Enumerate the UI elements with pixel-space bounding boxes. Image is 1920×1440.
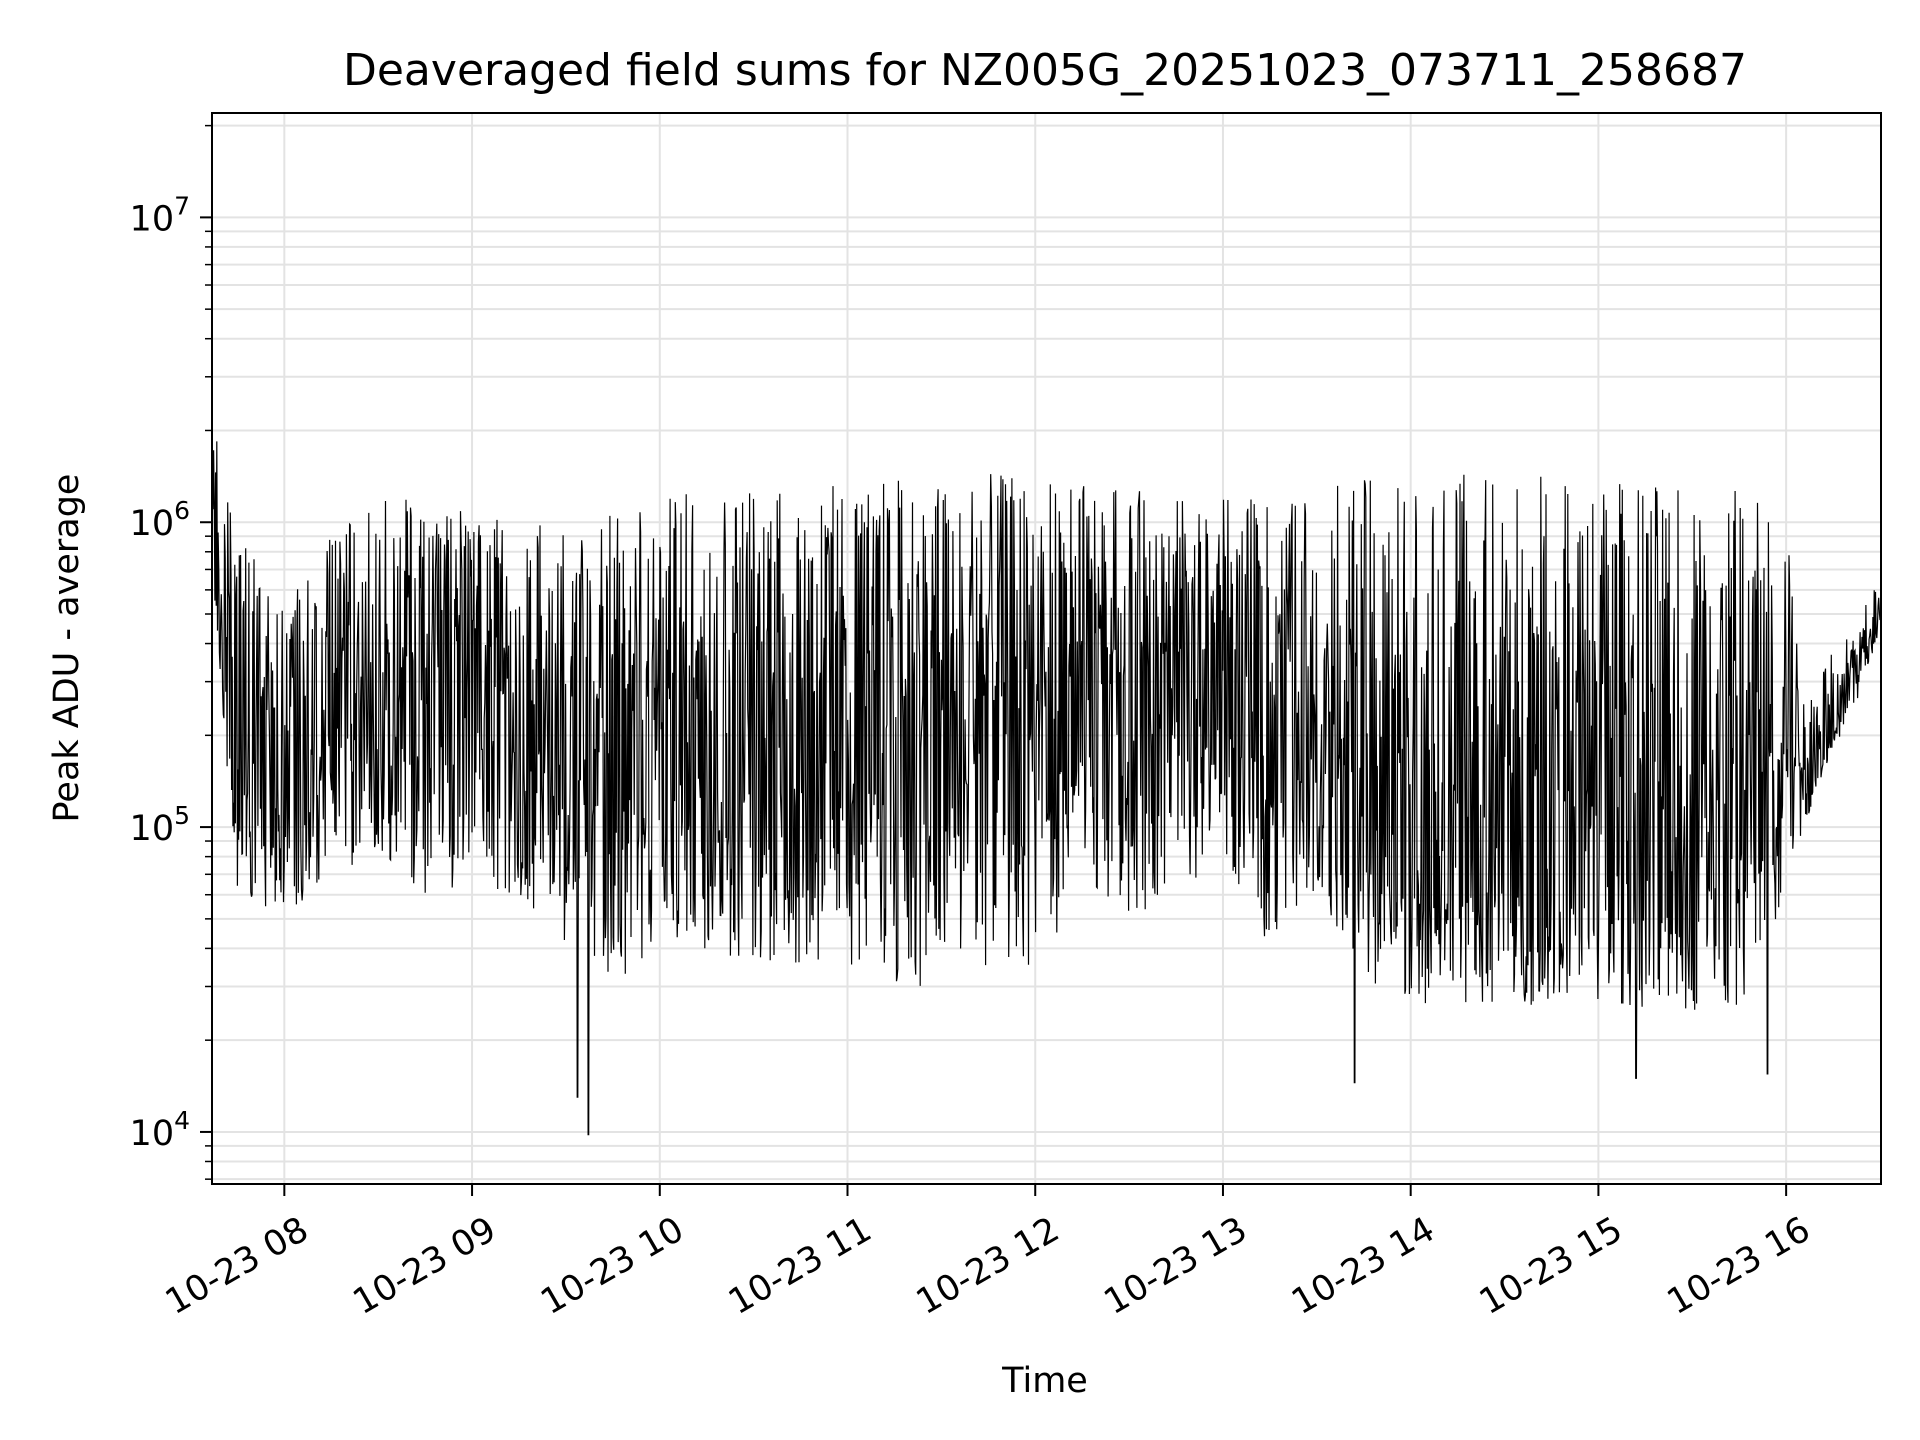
y-axis: 104 105 106 107 (130, 124, 212, 1180)
plot-frame (211, 112, 1882, 1185)
x-axis-label: Time (1001, 1361, 1088, 1401)
y-tick-label: 104 (130, 1106, 190, 1154)
series-line (213, 441, 1881, 1136)
data-trace (213, 441, 1881, 1136)
y-tick-label: 106 (130, 496, 190, 544)
chart-title: Deaveraged field sums for NZ005G_2025102… (343, 45, 1747, 96)
y-tick-label: 107 (130, 191, 190, 239)
y-axis-label: Peak ADU - average (47, 474, 87, 823)
y-tick-label: 105 (130, 801, 190, 849)
